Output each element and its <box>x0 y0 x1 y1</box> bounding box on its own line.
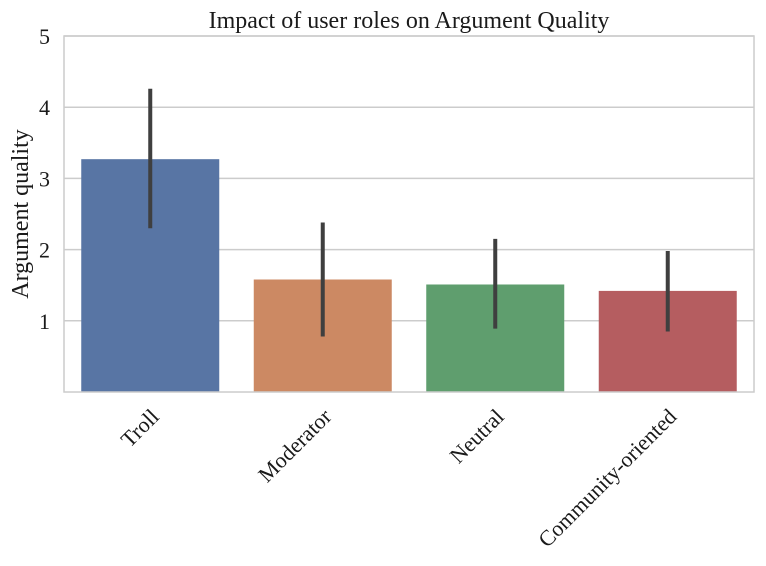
y-tick-labels: 1 2 3 4 5 <box>39 24 50 334</box>
y-tick-label: 1 <box>39 309 50 334</box>
y-axis-label: Argument quality <box>8 129 34 299</box>
error-bars <box>148 88 670 337</box>
y-tick-label: 4 <box>39 95 50 120</box>
x-tick-label: Neutral <box>444 404 508 468</box>
x-tick-label: Community-oriented <box>533 404 681 552</box>
x-tick-labels: Troll Moderator Neutral Community-oriented <box>116 403 682 552</box>
y-tick-label: 3 <box>39 166 50 191</box>
y-tick-label: 5 <box>39 24 50 49</box>
x-tick-label: Troll <box>116 404 164 452</box>
plot-frame <box>63 35 755 393</box>
y-tick-label: 2 <box>39 238 50 263</box>
x-tick-label: Moderator <box>253 403 337 487</box>
chart-title: Impact of user roles on Argument Quality <box>209 8 610 34</box>
bars <box>81 159 737 392</box>
